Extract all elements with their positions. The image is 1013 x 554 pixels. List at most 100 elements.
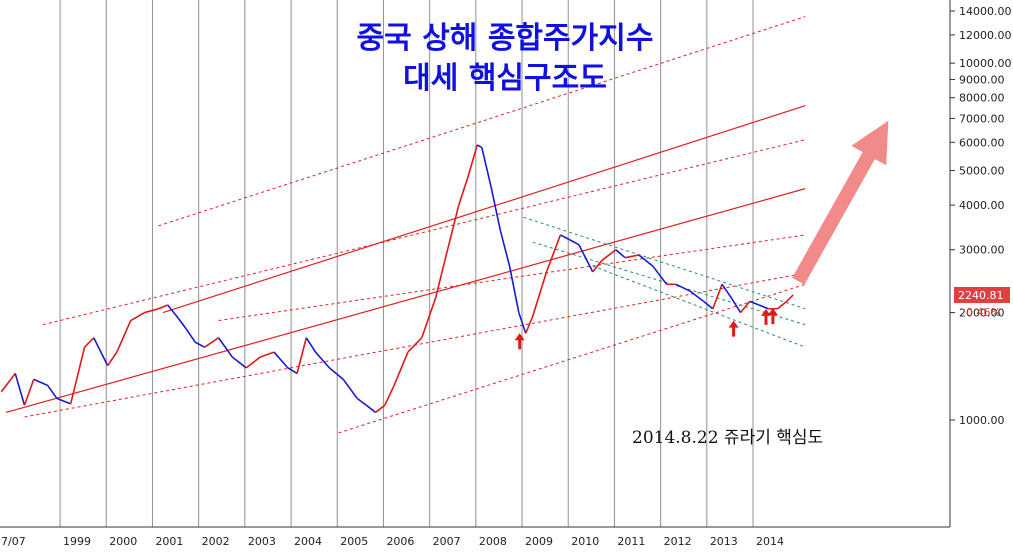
x-tick-label: 2009 [525,535,553,548]
price-segment [508,265,520,313]
price-segment [518,312,527,334]
price-segment [675,283,691,292]
y-tick-label: 10000.00 [959,57,1012,70]
price-segment [703,300,714,310]
price-segment [356,397,367,406]
price-segment [407,337,423,353]
x-tick-label: 2003 [248,535,276,548]
forecast-arrow-shape [792,120,889,285]
price-segment [245,356,261,369]
price-segment [185,328,197,343]
price-segment [273,351,289,369]
price-segment [434,260,446,298]
price-segment [14,373,26,406]
price-segment [217,337,234,358]
price-segment [314,351,330,369]
price-segment [421,297,437,339]
price-segment [758,304,769,310]
y-tick-label: 9000.00 [959,73,1005,86]
up-marker-arrow [514,333,525,350]
x-tick-label: 2000 [109,535,137,548]
y-tick-label: 12000.00 [959,29,1012,42]
price-segment [624,254,640,259]
price-segment [531,271,548,317]
price-segment [158,304,168,310]
price-segment [0,373,16,393]
last-value-label: 2240.81 [958,289,1004,302]
price-segment [56,397,71,405]
chart-title-line2: 대세 핵심구조도 [403,61,607,96]
price-segment [777,300,788,310]
y-tick-label: 2000.00 [959,307,1005,320]
forecast-arrow [792,120,889,285]
last-value-badge [954,287,1010,303]
price-series [0,144,794,414]
price-segment [499,230,511,267]
price-segment [739,300,751,314]
x-tick-label: 2014 [756,535,784,548]
price-segment [287,367,298,375]
y-tick-label: 14000.00 [959,5,1012,18]
x-tick-label: 2008 [479,535,507,548]
price-segment [23,379,35,406]
price-segment [384,385,395,406]
channel-line-solid [162,105,806,314]
chart-title-line1: 중국 상해 종합주가지수 [357,21,654,56]
price-segment [721,283,732,299]
y-tick-label: 8000.00 [959,92,1005,105]
price-segment [638,254,654,267]
x-grid [59,0,754,527]
x-tick-label: 2001 [155,535,183,548]
price-segment [231,356,247,369]
price-segment [33,378,48,387]
x-tick-label: 1999 [63,535,91,548]
x-tick-label: 2012 [664,535,692,548]
up-marker-arrow [767,308,778,325]
price-segment [712,284,723,310]
y-tick-label: 5000.00 [959,165,1005,178]
price-segment [375,404,386,414]
y-tick-label: 4000.00 [959,199,1005,212]
price-segment [83,337,95,348]
downtrend-line [592,265,806,348]
price-segment [545,234,562,273]
price-segment [524,316,534,334]
price-segment [393,351,409,386]
downtrend-line [523,216,806,310]
x-tick-label: 2006 [386,535,414,548]
price-segment [444,204,460,261]
x-tick-label: 2005 [340,535,368,548]
y-tick-label: 3000.00 [959,244,1005,257]
price-segment [569,239,580,246]
y-tick-label: 7000.00 [959,112,1005,125]
channel-lines [5,16,806,434]
price-segment [476,144,483,149]
price-segment [46,384,58,399]
x-tick-label: 2011 [617,535,645,548]
price-segment [195,341,206,348]
price-segment [116,320,132,353]
x-tick-label: 2013 [710,535,738,548]
price-segment [144,307,159,314]
x-tick-label: 2010 [571,535,599,548]
price-segment [457,176,469,206]
price-segment [481,147,492,188]
price-segment [328,367,344,380]
price-segment [176,316,187,330]
channel-line-dashed [158,16,806,227]
price-segment [578,244,594,273]
price-segment [130,311,145,322]
price-segment [560,234,570,241]
price-segment [652,265,668,285]
price-segment [342,378,358,399]
price-segment [749,300,760,306]
channel-line-dashed [42,139,806,326]
price-segment [601,249,617,262]
price-segment [730,297,742,314]
price-segment [69,346,86,405]
price-segment [786,294,794,302]
x-axis: 7/07 1999 2000 2001 2002 2003 2004 2005 2006 2007… [0,526,950,548]
up-markers [514,308,778,350]
